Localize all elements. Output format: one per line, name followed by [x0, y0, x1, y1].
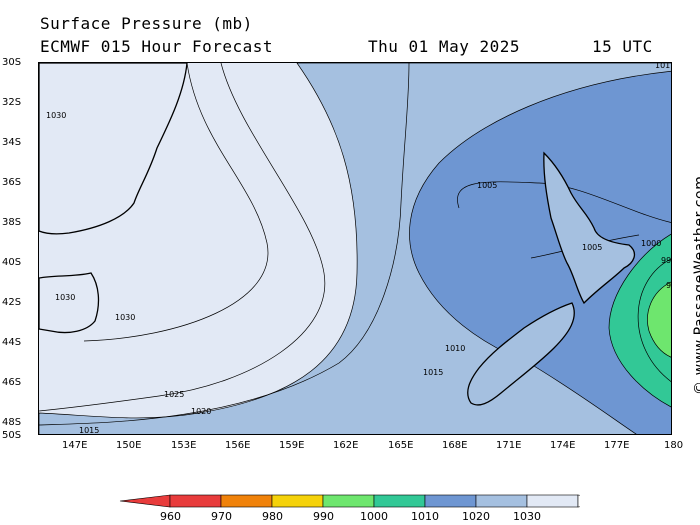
- zone-990: [647, 281, 671, 358]
- lat-label: 42S: [2, 297, 22, 308]
- forecast-date: Thu 01 May 2025: [368, 37, 520, 56]
- isobar-label: 1020: [191, 407, 212, 416]
- isobar-label: 1015: [79, 426, 100, 435]
- colorbar-label: 1020: [462, 510, 490, 523]
- lat-label: 38S: [2, 217, 22, 228]
- isobar-1030-line: [83, 63, 269, 342]
- isobar-label: 101: [655, 62, 671, 70]
- isobar-995-line: [637, 258, 671, 382]
- lon-label: 159E: [279, 440, 305, 451]
- lon-label: 171E: [496, 440, 522, 451]
- colorbar-swatch: [475, 494, 528, 508]
- lon-label: 168E: [442, 440, 468, 451]
- lat-label: 36S: [2, 177, 22, 188]
- colorbar-label: 1000: [360, 510, 388, 523]
- colorbar-swatch: [322, 494, 375, 508]
- colorbar-label: 960: [160, 510, 181, 523]
- tasmania-coast: [39, 272, 100, 334]
- nz-north-island: [543, 151, 636, 305]
- lon-label: 156E: [225, 440, 251, 451]
- colorbar-swatch: [220, 494, 273, 508]
- lon-label: 174E: [550, 440, 576, 451]
- lat-label: 46S: [2, 377, 22, 388]
- lon-label: 147E: [62, 440, 88, 451]
- isobar-label: 1015: [423, 368, 444, 377]
- isobar-label: 9: [666, 281, 672, 290]
- map-title: Surface Pressure (mb): [40, 14, 253, 33]
- zone-1000: [608, 233, 671, 408]
- forecast-time: 15 UTC: [592, 37, 653, 56]
- isobar-label: 1030: [46, 111, 67, 120]
- colorbar-swatch: [373, 494, 426, 508]
- isobar-label: 1030: [115, 313, 136, 322]
- isobar-label: 1030: [55, 293, 76, 302]
- lat-label: 50S: [2, 430, 22, 441]
- lat-label: 48S: [2, 417, 22, 428]
- isobar-label: 1005: [477, 181, 498, 190]
- credit-text: © www.PassageWeather.com: [692, 175, 700, 395]
- lat-label: 44S: [2, 337, 22, 348]
- pressure-colorbar: [119, 494, 580, 508]
- lat-label: 40S: [2, 257, 22, 268]
- isobar-label: 1025: [164, 390, 185, 399]
- nz-south-island: [467, 302, 575, 406]
- lon-label: 150E: [116, 440, 142, 451]
- colorbar-swatch: [424, 494, 477, 508]
- isobar-label: 1010: [445, 344, 466, 353]
- zone-1010: [409, 70, 671, 434]
- colorbar-swatch: [169, 494, 222, 508]
- lat-label: 32S: [2, 97, 22, 108]
- colorbar-label: 980: [262, 510, 283, 523]
- isobar-1025-line: [39, 63, 326, 412]
- isobar-label: 99: [661, 256, 672, 265]
- lon-label: 153E: [171, 440, 197, 451]
- lat-label: 34S: [2, 137, 22, 148]
- colorbar-label: 1010: [411, 510, 439, 523]
- lon-label: 165E: [388, 440, 414, 451]
- isobar-1015-line: [39, 63, 410, 426]
- colorbar-label: 1030: [513, 510, 541, 523]
- forecast-model: ECMWF 015 Hour Forecast: [40, 37, 274, 56]
- pressure-map-svg: [39, 63, 671, 434]
- lon-label: 177E: [604, 440, 630, 451]
- colorbar-swatch: [526, 494, 579, 508]
- australia-coast: [39, 63, 188, 235]
- colorbar-swatch: [119, 494, 171, 508]
- colorbar-label: 990: [313, 510, 334, 523]
- isobar-1005-line: [457, 181, 671, 223]
- colorbar-swatch: [271, 494, 324, 508]
- isobar-label: 1000: [641, 239, 662, 248]
- isobar-label: 1005: [582, 243, 603, 252]
- lat-label: 30S: [2, 57, 22, 68]
- lon-label: 162E: [333, 440, 359, 451]
- colorbar-label: 970: [211, 510, 232, 523]
- colorbar-swatch: [577, 494, 580, 508]
- pressure-map: 1030 1030 1030 1025 1020 1015 1005 1005 …: [38, 62, 672, 435]
- lon-label: 180: [664, 440, 684, 451]
